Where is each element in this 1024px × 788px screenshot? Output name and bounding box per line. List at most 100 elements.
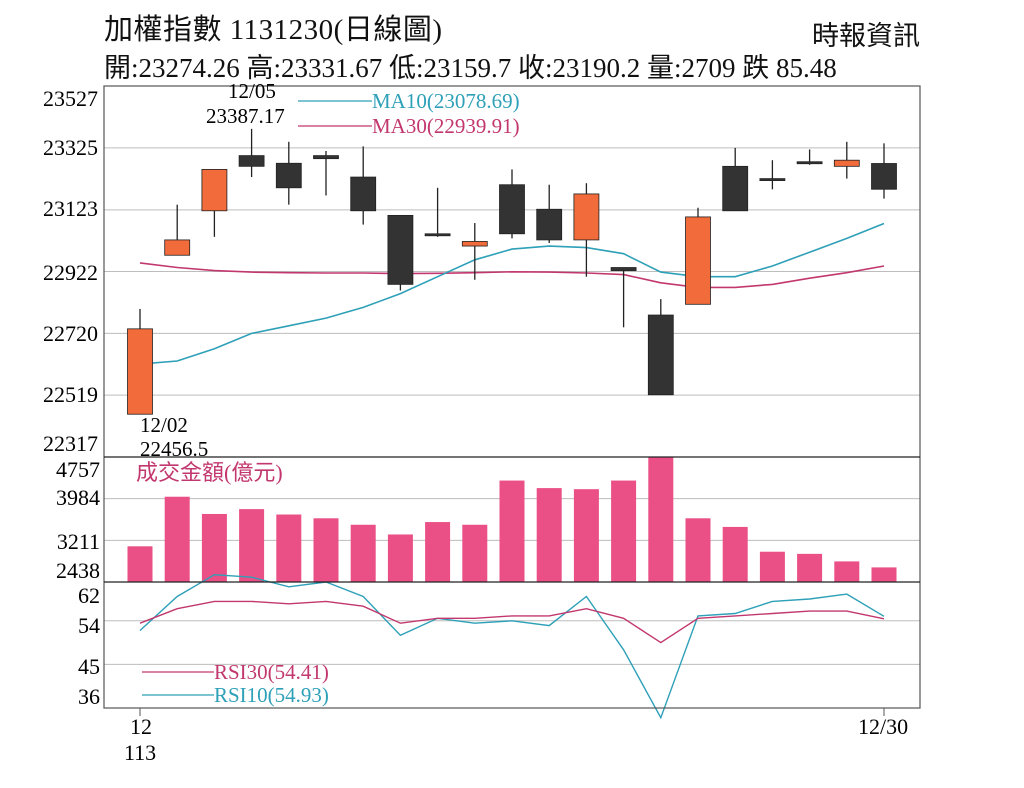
volume-bar	[797, 553, 823, 582]
candle-body	[164, 239, 191, 256]
candle-body	[238, 155, 265, 167]
rsi-tick-label: 62	[78, 583, 100, 608]
candlestick	[201, 168, 228, 237]
candlestick	[685, 207, 711, 305]
chart-title: 加權指數 1131230(日線圖)	[104, 14, 443, 46]
candle-body	[647, 314, 674, 396]
rsi-tick-label: 54	[78, 613, 100, 638]
candlestick	[387, 214, 414, 291]
volume-bar	[722, 526, 748, 582]
source-label: 時報資訊	[812, 21, 920, 51]
volume-bar	[685, 518, 711, 582]
volume-bar	[425, 522, 451, 582]
candlestick	[275, 141, 302, 205]
candle-body	[573, 193, 600, 241]
volume-bar	[239, 509, 265, 582]
candlestick	[499, 169, 525, 239]
volume-panel-title: 成交金額(億元)	[136, 460, 283, 485]
ma10-line	[139, 222, 885, 365]
ma10-legend-label: MA10(23078.69)	[372, 89, 520, 113]
candlesticks	[127, 128, 897, 415]
ohlc-summary: 開:23274.26 高:23331.67 低:23159.7 收:23190.…	[104, 53, 837, 83]
high-annotation: 12/05 23387.17	[206, 79, 285, 128]
candlestick	[350, 146, 377, 225]
high-annotation-value: 23387.17	[206, 104, 285, 128]
chart-border	[103, 85, 921, 709]
ma30-legend-label: MA30(22939.91)	[372, 114, 520, 138]
candle-body	[201, 168, 228, 212]
low-annotation: 12/02 22456.5	[140, 413, 208, 461]
price-tick-label: 23123	[43, 196, 98, 221]
candle-body	[833, 159, 860, 167]
candlestick	[536, 184, 563, 243]
volume-bar	[499, 480, 525, 582]
price-tick-label: 22519	[43, 382, 98, 407]
price-tick-label: 22317	[43, 431, 98, 456]
candlestick	[796, 149, 823, 165]
rsi-y-axis: 62 54 45 36	[78, 583, 100, 709]
candle-body	[722, 165, 749, 212]
high-annotation-date: 12/05	[228, 79, 276, 103]
candle-body	[871, 163, 897, 190]
candle-body	[610, 267, 637, 271]
low-annotation-value: 22456.5	[140, 437, 208, 461]
rsi-tick-label: 45	[78, 654, 100, 679]
candlestick	[461, 223, 488, 280]
candle-body	[387, 214, 414, 285]
volume-tick-label: 4757	[56, 457, 100, 482]
candle-body	[127, 328, 153, 415]
candlestick	[610, 267, 637, 328]
candle-body	[313, 155, 339, 160]
candle-body	[499, 184, 525, 235]
price-tick-label: 22720	[43, 321, 98, 346]
rsi30-legend-label: RSI30(54.41)	[214, 660, 329, 684]
volume-bar	[871, 567, 897, 582]
price-tick-label: 23527	[43, 86, 98, 111]
volume-bar	[276, 514, 302, 582]
candle-body	[350, 176, 377, 212]
volume-bar	[313, 518, 339, 582]
volume-bars	[127, 457, 897, 582]
candlestick	[871, 143, 897, 199]
candle-body	[759, 178, 786, 181]
volume-bar	[387, 534, 413, 582]
volume-tick-label: 2438	[56, 558, 100, 583]
volume-bar	[648, 457, 674, 582]
candlestick	[424, 187, 451, 237]
candlestick	[759, 160, 786, 190]
candlestick	[238, 128, 265, 178]
x-axis: 12 113 12/30	[124, 708, 908, 765]
candle-body	[275, 162, 302, 189]
candlestick	[127, 308, 153, 415]
volume-bar	[201, 513, 227, 582]
rsi10-legend-label: RSI10(54.93)	[214, 683, 329, 707]
candlestick	[647, 299, 674, 396]
x-axis-end-label: 12/30	[858, 714, 908, 739]
volume-bar	[759, 551, 785, 582]
rsi30-line	[139, 600, 885, 644]
price-tick-label: 22922	[43, 260, 98, 285]
x-axis-start-sublabel: 113	[124, 740, 156, 765]
volume-bar	[536, 488, 562, 582]
rsi-lines	[139, 573, 885, 720]
candle-body	[685, 216, 711, 305]
chart-frame	[103, 85, 921, 709]
x-axis-start-label: 12	[130, 714, 152, 739]
volume-tick-label: 3211	[57, 529, 100, 554]
candle-body	[536, 208, 563, 241]
volume-tick-label: 3984	[56, 485, 100, 510]
volume-bar	[573, 489, 599, 582]
price-tick-label: 23325	[43, 135, 98, 160]
candlestick	[313, 151, 339, 196]
candlestick	[573, 183, 600, 277]
ma30-line	[139, 262, 885, 289]
candlestick	[164, 204, 191, 256]
volume-bar	[834, 561, 860, 582]
rsi10-line	[139, 573, 885, 720]
candle-body	[461, 241, 488, 247]
candlestick	[722, 147, 749, 212]
volume-bar	[611, 480, 637, 582]
rsi-legend: RSI30(54.41) RSI10(54.93)	[142, 660, 329, 707]
low-annotation-date: 12/02	[140, 413, 188, 437]
candlestick	[833, 141, 860, 179]
